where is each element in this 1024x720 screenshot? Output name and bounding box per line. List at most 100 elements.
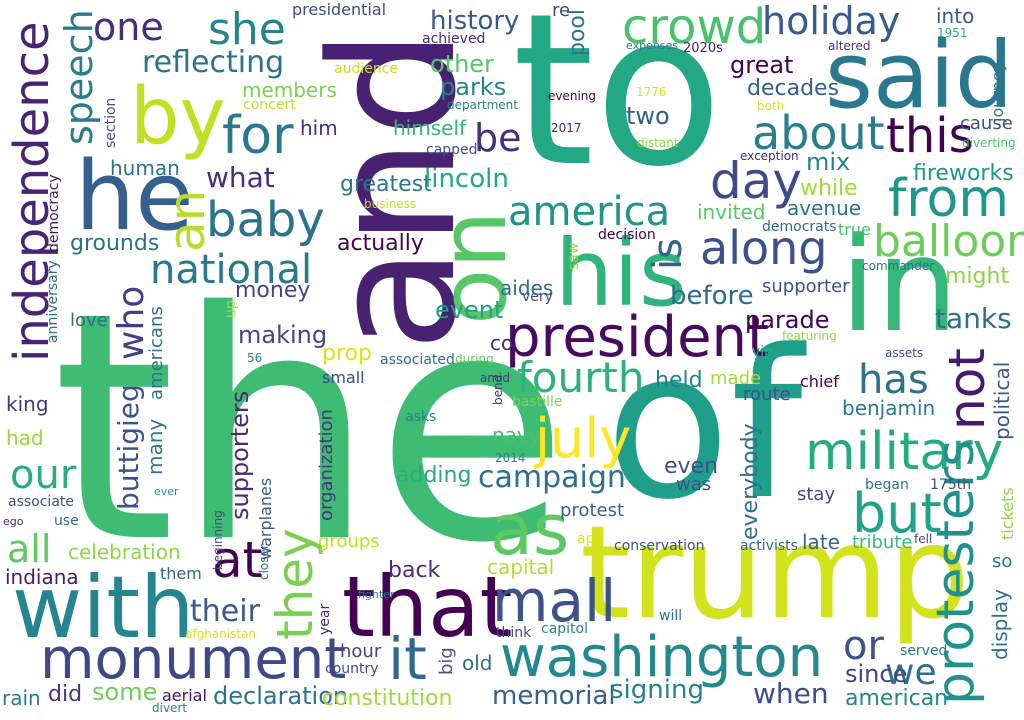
- word-tribute: tribute: [852, 532, 913, 553]
- word-beginning: beginning: [211, 510, 225, 570]
- word-stay: stay: [797, 484, 836, 505]
- word-rain: rain: [2, 686, 41, 710]
- word-americans: americans: [146, 306, 167, 400]
- word-back: back: [388, 558, 441, 583]
- word-organization: organization: [316, 409, 337, 521]
- word-saw: saw: [566, 242, 582, 270]
- word-small: small: [322, 368, 365, 387]
- word-before: before: [670, 281, 754, 311]
- word-might: might: [945, 264, 1010, 289]
- word-up: up: [223, 300, 239, 318]
- word-tickets: tickets: [998, 487, 1017, 540]
- word-amid: amid: [480, 371, 510, 385]
- word-mix: mix: [806, 148, 851, 176]
- word-invited: invited: [697, 200, 766, 224]
- word-ap: ap: [577, 531, 595, 547]
- word-military: military: [805, 422, 1004, 482]
- word-about: about: [752, 106, 885, 160]
- word-think: think: [496, 625, 532, 641]
- word-constitution: constitution: [322, 686, 453, 711]
- word-co: co: [490, 331, 514, 355]
- word-an: an: [158, 189, 216, 252]
- word-himself: himself: [393, 116, 467, 140]
- word-indiana: indiana: [5, 565, 79, 589]
- word-associated: associated: [380, 352, 455, 368]
- word-parks: parks: [440, 73, 507, 101]
- word-assets: assets: [885, 346, 924, 360]
- word-will: will: [659, 608, 683, 624]
- word-bastille: bastille: [512, 394, 563, 410]
- word-into: into: [936, 4, 975, 28]
- word-at: at: [212, 531, 263, 589]
- word-decision: decision: [598, 227, 656, 243]
- word-his: his: [555, 220, 687, 327]
- word-that: that: [342, 558, 513, 656]
- word-supporters: supporters: [226, 390, 254, 520]
- word-route: route: [743, 384, 791, 405]
- word-memorial: memorial: [492, 681, 616, 711]
- word-making: making: [238, 321, 328, 349]
- word-vip: vip: [752, 344, 774, 360]
- word-held: held: [655, 368, 703, 393]
- word-to: to: [512, 0, 723, 213]
- word-with: with: [12, 558, 195, 658]
- word-along: along: [700, 221, 828, 275]
- word-while: while: [800, 176, 858, 201]
- word-concert: concert: [243, 97, 296, 113]
- word-he: he: [75, 142, 194, 252]
- word-has: has: [858, 357, 929, 403]
- word-began: began: [865, 477, 909, 493]
- word-since: since: [845, 660, 908, 688]
- word-capitol: capitol: [541, 621, 588, 637]
- word-but: but: [852, 482, 942, 545]
- word-so: so: [992, 551, 1013, 572]
- word-activists: activists: [740, 538, 798, 554]
- word-decades: decades: [747, 76, 840, 101]
- word-great: great: [730, 51, 794, 79]
- word-event: event: [435, 296, 504, 324]
- word-this: this: [886, 108, 974, 164]
- word-said: said: [825, 22, 1014, 129]
- word-democrats: democrats: [762, 219, 837, 235]
- word-had: had: [6, 426, 44, 450]
- word-crowd: crowd: [622, 0, 767, 55]
- word-distant: distant: [637, 136, 679, 150]
- word-ever: ever: [154, 485, 179, 498]
- word-declaration: declaration: [213, 682, 349, 710]
- word-adding: adding: [396, 463, 472, 488]
- word-old: old: [462, 651, 493, 675]
- word-cause: cause: [960, 113, 1013, 134]
- word-pool: pool: [565, 9, 590, 56]
- word-some: some: [92, 678, 158, 706]
- word-two: two: [626, 102, 670, 130]
- word-1776: 1776: [636, 85, 667, 99]
- word-parade: parade: [745, 306, 830, 334]
- word-one: one: [93, 5, 164, 49]
- word-trump: trump: [580, 499, 970, 648]
- word-ego: ego: [3, 515, 24, 528]
- word-as: as: [490, 489, 570, 571]
- word-fell: fell: [914, 532, 933, 546]
- word-anniversary: anniversary: [45, 260, 61, 343]
- word-section: section: [103, 97, 119, 148]
- word-associate: associate: [8, 494, 75, 510]
- word-what: what: [206, 161, 275, 194]
- word-by: by: [130, 72, 226, 162]
- word-asks: asks: [405, 409, 437, 425]
- word-capped: capped: [426, 142, 478, 158]
- word-warplanes: warplanes: [256, 477, 275, 560]
- word-year: year: [317, 603, 333, 635]
- word-2017: 2017: [551, 121, 582, 135]
- word-both: both: [757, 99, 785, 113]
- word-monument: monument: [40, 627, 347, 692]
- word-175th: 175th: [930, 477, 972, 493]
- word-day: day: [710, 152, 802, 210]
- word-2020s: 2020s: [683, 41, 723, 56]
- word-afghanistan: afghanistan: [185, 627, 257, 641]
- word-signing: signing: [610, 675, 704, 705]
- word-grounds: grounds: [70, 231, 160, 256]
- word-aerial: aerial: [162, 686, 207, 705]
- word-divert: divert: [152, 701, 188, 715]
- word-the: the: [52, 246, 569, 612]
